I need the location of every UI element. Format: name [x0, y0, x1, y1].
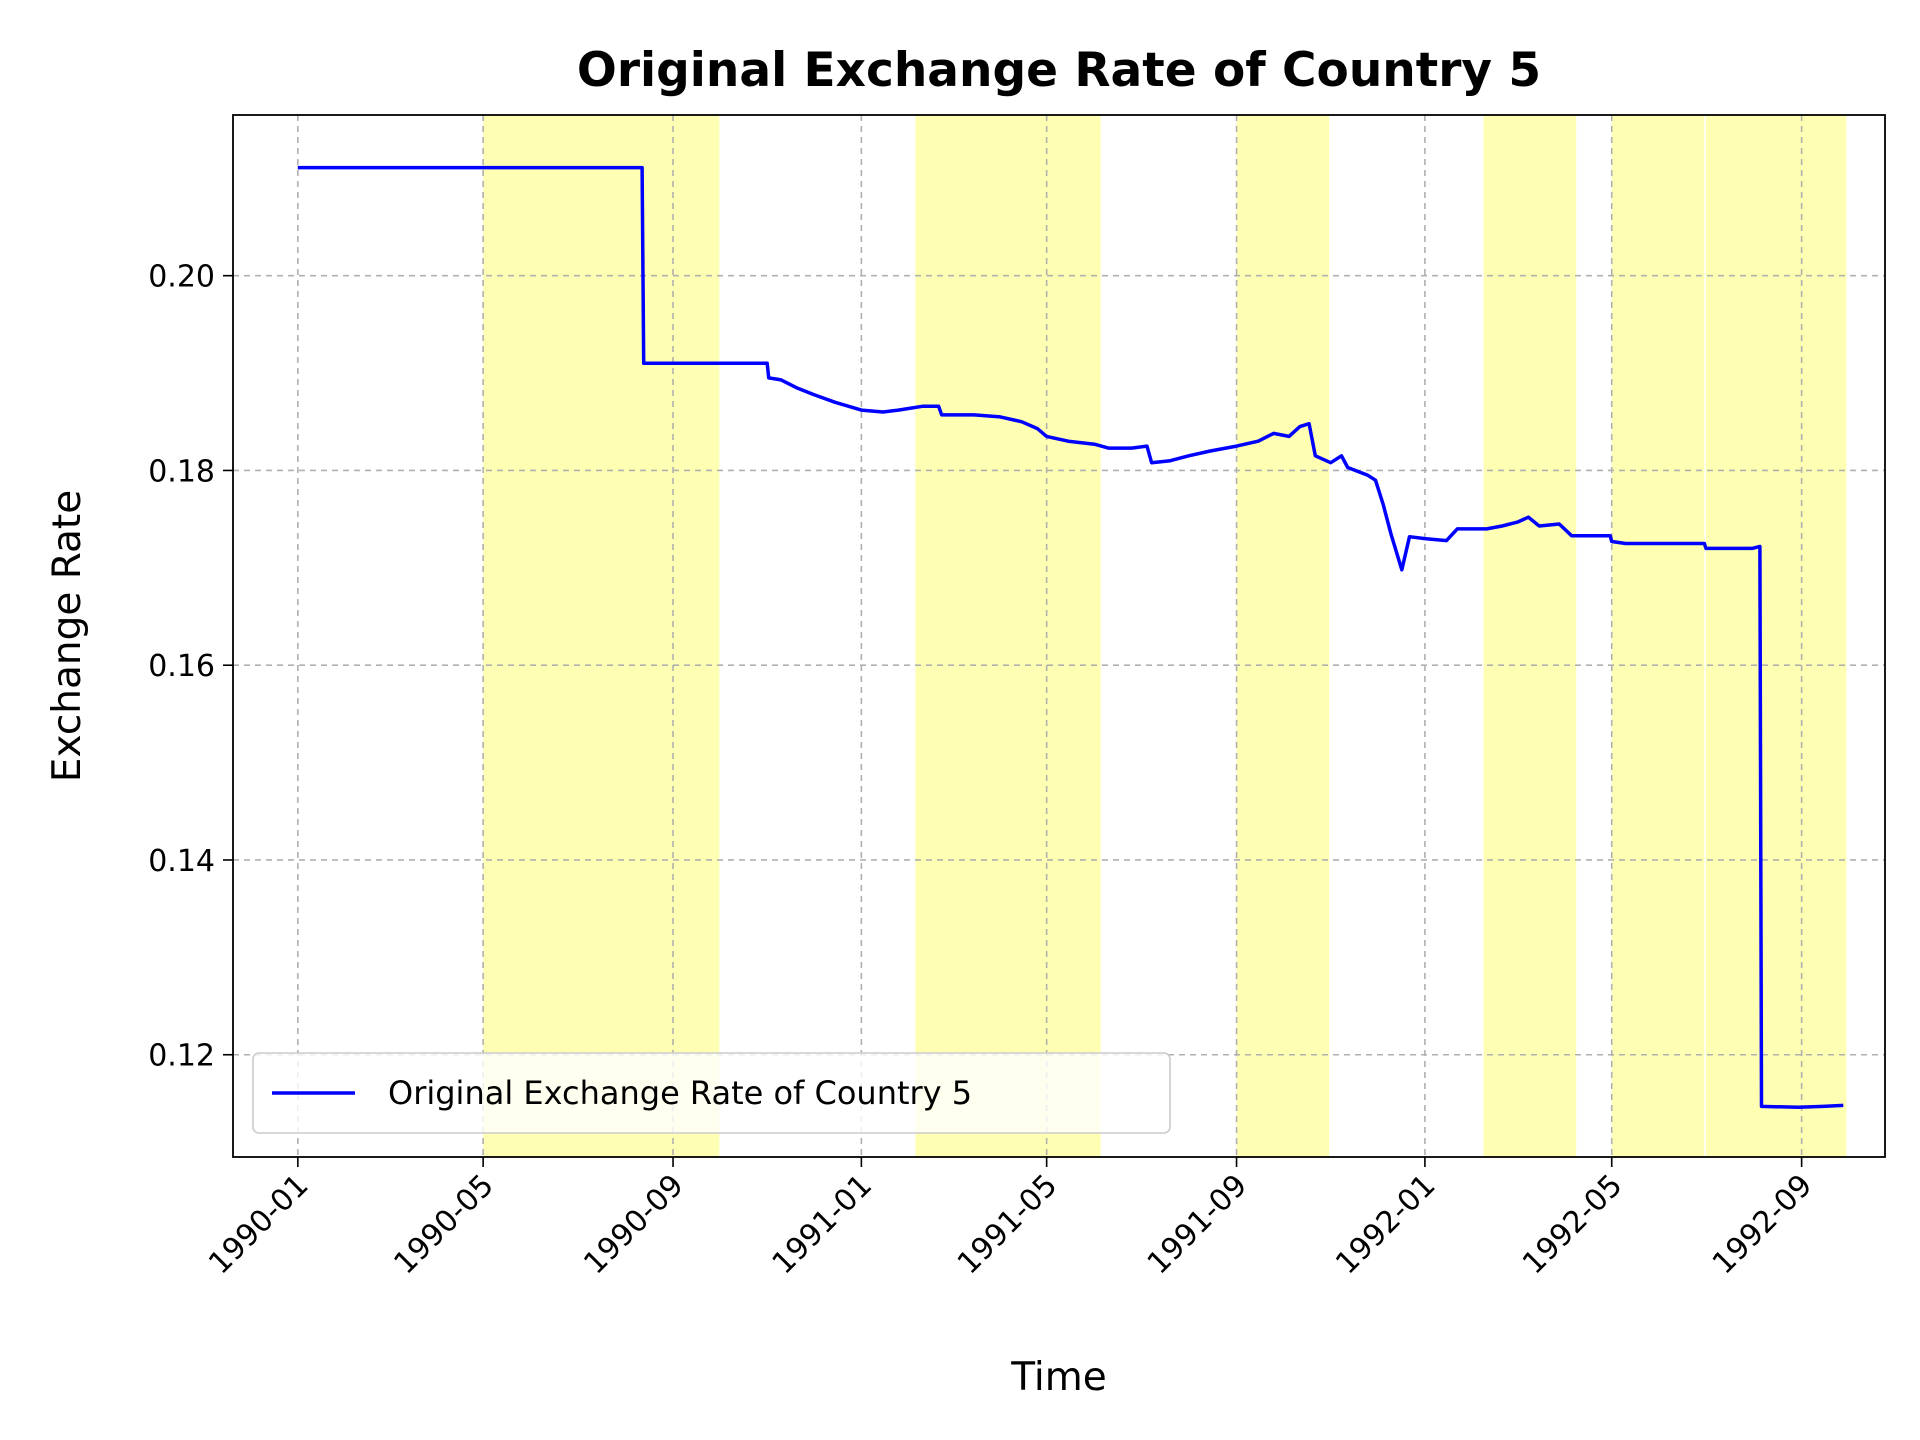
series-lines [297, 165, 1844, 1110]
legend: Original Exchange Rate of Country 5 [252, 1052, 1171, 1134]
x-axis-label: Time [1010, 1355, 1106, 1400]
highlight-regions [483, 115, 1847, 1157]
highlight-region [1611, 115, 1705, 1157]
highlight-region [1236, 115, 1330, 1157]
y-axis-label: Exchange Rate [45, 490, 90, 782]
y-tick-label: 0.16 [148, 649, 215, 684]
legend-label: Original Exchange Rate of Country 5 [388, 1074, 972, 1112]
plot-area-frame [232, 114, 1886, 1158]
y-tick-label: 0.18 [148, 454, 215, 489]
series-line [297, 165, 1844, 1110]
y-tick-label: 0.20 [148, 260, 215, 295]
legend-box [252, 1052, 1171, 1134]
highlight-region [1705, 115, 1847, 1157]
highlight-region [915, 115, 1101, 1157]
highlight-region [483, 115, 720, 1157]
highlight-region [1483, 115, 1577, 1157]
chart-title: Original Exchange Rate of Country 5 [577, 43, 1541, 98]
y-tick-label: 0.14 [148, 844, 215, 879]
y-tick-label: 0.12 [148, 1039, 215, 1074]
